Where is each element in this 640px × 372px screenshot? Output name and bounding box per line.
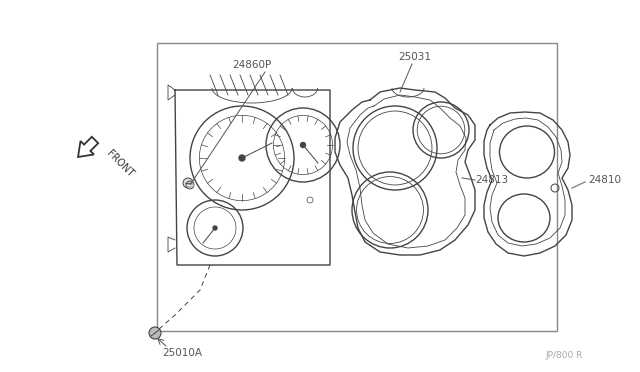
Text: FRONT: FRONT: [105, 148, 136, 179]
Text: 24860P: 24860P: [232, 60, 271, 70]
Circle shape: [186, 181, 194, 189]
Circle shape: [213, 226, 217, 230]
Circle shape: [183, 178, 193, 188]
Circle shape: [149, 327, 161, 339]
Bar: [157, 43, 557, 331]
Text: 25031: 25031: [398, 52, 431, 62]
Circle shape: [301, 142, 305, 148]
Text: 25010A: 25010A: [162, 348, 202, 358]
Text: JP/800 R: JP/800 R: [545, 351, 582, 360]
Text: 24813: 24813: [475, 175, 508, 185]
Text: 24810: 24810: [588, 175, 621, 185]
Circle shape: [239, 155, 245, 161]
